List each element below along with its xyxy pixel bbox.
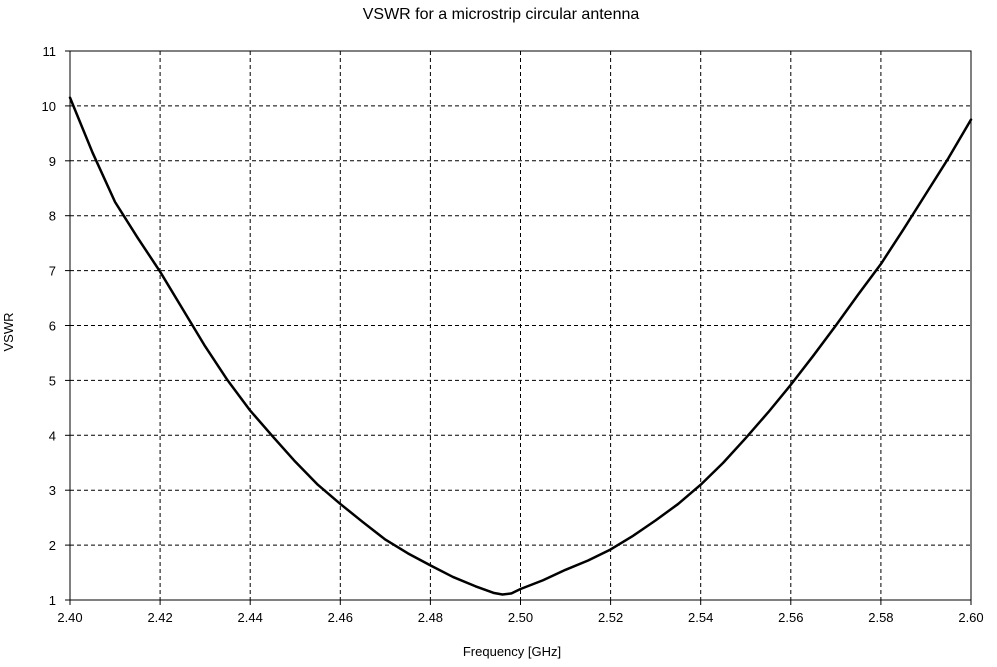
y-tick-label: 4: [49, 428, 56, 443]
vswr-series-line: [68, 96, 973, 596]
series-layer: [68, 96, 973, 596]
y-tick-label: 6: [49, 319, 56, 334]
x-tick-label: 2.44: [238, 610, 263, 625]
x-tick-label: 2.52: [598, 610, 623, 625]
x-tick-label: 2.48: [418, 610, 443, 625]
y-tick-label: 7: [49, 264, 56, 279]
y-tick-label: 10: [42, 99, 56, 114]
y-tick-label: 2: [49, 538, 56, 553]
x-tick-label: 2.40: [57, 610, 82, 625]
x-tick-label: 2.56: [778, 610, 803, 625]
y-tick-label: 3: [49, 483, 56, 498]
x-tick-label: 2.50: [508, 610, 533, 625]
y-axis-ticks: 1 2 3 4 5 6 7 8 9 10 11: [42, 44, 70, 608]
y-tick-label: 11: [43, 44, 57, 59]
y-tick-label: 9: [49, 154, 56, 169]
x-tick-label: 2.46: [328, 610, 353, 625]
x-tick-label: 2.60: [958, 610, 983, 625]
y-tick-label: 5: [49, 373, 56, 388]
x-tick-label: 2.54: [688, 610, 713, 625]
y-tick-label: 8: [49, 209, 56, 224]
y-axis-label: VSWR: [1, 313, 16, 352]
y-tick-label: 1: [49, 593, 56, 608]
grid-lines: [70, 51, 971, 600]
chart-title: VSWR for a microstrip circular antenna: [363, 6, 640, 23]
x-tick-label: 2.58: [868, 610, 893, 625]
x-axis-ticks: 2.40 2.42 2.44 2.46 2.48 2.50 2.52 2.54 2.56 2.58…: [57, 600, 984, 625]
x-axis-label: Frequency [GHz]: [463, 644, 561, 659]
x-tick-label: 2.42: [147, 610, 172, 625]
